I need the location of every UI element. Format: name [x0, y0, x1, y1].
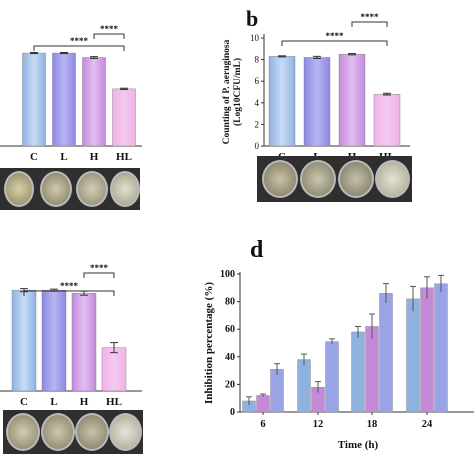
plate-photo [109, 413, 142, 451]
bar [41, 289, 67, 392]
bar [325, 341, 339, 413]
bar [434, 283, 448, 413]
significance-bracket [93, 33, 125, 39]
bar [101, 347, 127, 392]
bar [373, 93, 401, 147]
plate-photo [110, 171, 140, 207]
bar [297, 359, 311, 413]
y-tick-label: 100 [220, 269, 235, 280]
plate-photo [76, 171, 108, 207]
bar [268, 56, 296, 147]
significance-label: **** [361, 12, 380, 22]
plate-photo-strip-b [257, 156, 412, 202]
significance-bracket [351, 21, 388, 27]
bar [420, 287, 434, 413]
x-tick-label: C [20, 396, 28, 408]
y-tick-label: 60 [225, 324, 235, 335]
x-tick-label: HL [106, 396, 122, 408]
y-tick-label: 0 [230, 407, 235, 418]
significance-label: **** [326, 31, 345, 41]
bar [270, 369, 284, 413]
plate-photo [262, 160, 298, 198]
x-tick-label: H [90, 151, 99, 163]
significance-bracket [23, 290, 115, 296]
bar [351, 331, 365, 413]
y-axis-label: Inhibition percentage (%) [203, 282, 215, 404]
y-tick-label: 20 [225, 379, 235, 390]
plate-photo [375, 160, 410, 198]
plate-photo-strip-c [3, 410, 143, 454]
bar [11, 289, 37, 392]
bar [338, 54, 366, 147]
y-tick-label: 0 [255, 141, 260, 151]
significance-label: **** [70, 36, 89, 46]
x-tick-label: 24 [422, 419, 433, 430]
x-tick-label: 12 [313, 419, 324, 430]
panel-d: d 0 20 40 60 80 100 Inhibition percentage (%) Ti… [203, 237, 474, 451]
x-tick-label: L [60, 151, 67, 163]
plate-photo [75, 413, 109, 451]
bar [82, 57, 106, 147]
panel-label: d [250, 237, 264, 263]
plate-photo [40, 171, 72, 207]
bar [52, 52, 76, 147]
plate-photo [4, 171, 34, 207]
y-tick-label: 4 [255, 98, 260, 108]
plate-photo [6, 413, 40, 451]
x-tick-label: L [50, 396, 57, 408]
y-tick-label: 10 [250, 33, 260, 43]
y-tick-label: 40 [225, 352, 235, 363]
bar [22, 52, 46, 147]
x-tick-label: HL [116, 151, 132, 163]
bar [365, 326, 379, 413]
y-axis-label-line1: Counting of P. aeruginosa [222, 39, 232, 144]
significance-label: **** [90, 263, 109, 273]
panel-label: b [246, 6, 258, 31]
significance-bracket [281, 40, 388, 46]
panel-a: C L H HL **** **** [0, 24, 142, 163]
significance-label: **** [60, 281, 79, 291]
y-tick-label: 8 [255, 55, 260, 65]
bar [112, 88, 136, 147]
significance-bracket [83, 272, 115, 278]
plate-photo [41, 413, 75, 451]
significance-bracket [33, 45, 125, 51]
bar [256, 395, 270, 413]
bar [303, 57, 331, 147]
x-tick-label: H [80, 396, 89, 408]
bar [379, 293, 393, 413]
plate-photo [338, 160, 374, 198]
plate-photo-strip-a [0, 168, 140, 210]
x-tick-label: 6 [260, 419, 265, 430]
y-tick-label: 80 [225, 297, 235, 308]
x-axis-label: Time (h) [338, 439, 379, 451]
significance-label: **** [100, 24, 119, 34]
plate-photo [300, 160, 336, 198]
y-tick-label: 2 [255, 119, 260, 129]
y-tick-label: 6 [255, 76, 260, 86]
y-axis-label-line2: (Log10CFU/mL) [232, 58, 243, 126]
bar [406, 298, 420, 413]
x-tick-label: C [30, 151, 38, 163]
bar [71, 292, 97, 392]
x-tick-label: 18 [367, 419, 378, 430]
panel-c: C L H HL **** **** [0, 263, 142, 408]
